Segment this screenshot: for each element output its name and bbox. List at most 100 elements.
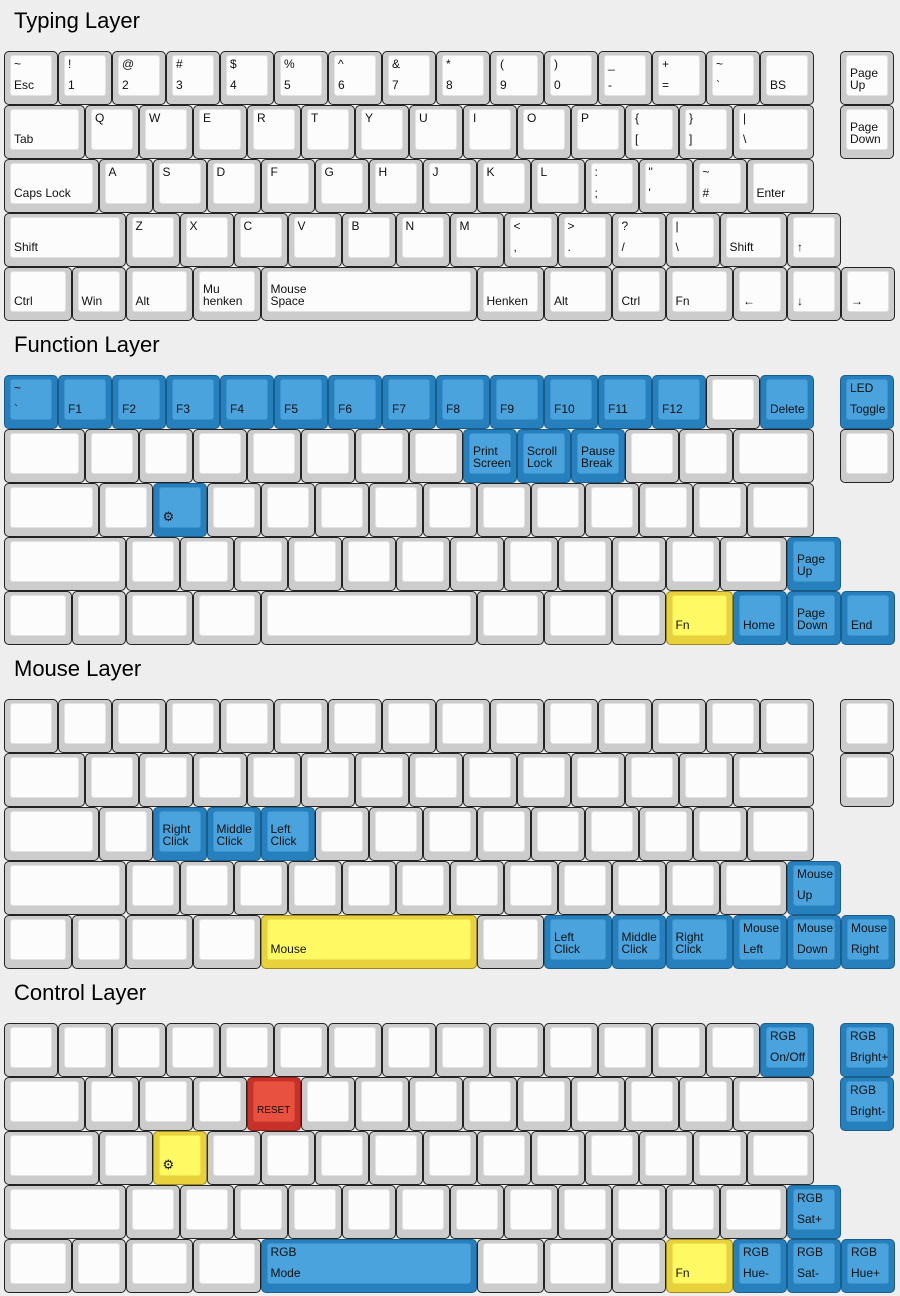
keycap: >. <box>563 217 606 258</box>
key: O <box>517 105 571 159</box>
key: | \ <box>665 213 720 267</box>
keycap: E <box>199 109 241 150</box>
key-top-legend: | <box>743 111 747 125</box>
key: F12 <box>652 375 706 429</box>
keycap: Home <box>739 595 781 636</box>
key-top-legend: V <box>297 219 306 233</box>
keycap: Ctrl <box>10 271 66 312</box>
keycap <box>442 703 484 744</box>
keycap <box>293 541 336 582</box>
keycap: <, <box>509 217 552 258</box>
key: Print Screen <box>463 429 517 483</box>
key <box>625 429 679 483</box>
key-top-legend: " <box>648 165 653 179</box>
keycap <box>10 487 93 528</box>
keycap: ↓ <box>793 271 835 312</box>
keycap <box>145 433 187 474</box>
key-bottom-legend: ] <box>689 132 693 146</box>
keycap <box>712 379 754 420</box>
keycap: Mouse Space <box>266 271 471 312</box>
gear-icon: ⚙ <box>162 509 175 524</box>
keycap: ~ ` <box>10 379 52 420</box>
keycap <box>712 1027 754 1068</box>
key <box>476 915 544 969</box>
keycap: ~ ` <box>712 55 754 96</box>
key <box>4 591 72 645</box>
key: ~ # <box>692 159 747 213</box>
keycap: Mouse Left <box>739 919 781 960</box>
keycap <box>91 757 133 798</box>
key <box>193 1239 261 1293</box>
key: K <box>476 159 531 213</box>
keycap: F12 <box>658 379 700 420</box>
key: ↓ <box>787 267 841 321</box>
key: RGB On/Off <box>760 1023 814 1077</box>
keycap <box>172 1027 214 1068</box>
key-bottom-legend: Henken <box>486 294 528 308</box>
keycap: Scroll Lock <box>523 433 565 474</box>
key <box>328 699 382 753</box>
keycap: Fn <box>671 1243 727 1284</box>
key <box>382 699 436 753</box>
key <box>476 1131 531 1185</box>
key: Win <box>71 267 126 321</box>
keycap: F7 <box>388 379 430 420</box>
keycap <box>374 1135 417 1176</box>
key <box>341 861 396 915</box>
key <box>665 1185 720 1239</box>
key <box>503 861 558 915</box>
key <box>166 699 220 753</box>
key: F <box>260 159 315 213</box>
keycap: ⚙ <box>158 487 201 528</box>
key <box>368 807 423 861</box>
key <box>746 1131 814 1185</box>
key: {[ <box>625 105 679 159</box>
key-bottom-legend: Alt <box>135 294 150 308</box>
keycap: + = <box>658 55 700 96</box>
key <box>247 753 301 807</box>
key <box>179 1185 234 1239</box>
keycap <box>280 1027 322 1068</box>
key <box>625 1077 679 1131</box>
keycap: F9 <box>496 379 538 420</box>
key-bottom-legend: BS <box>770 78 787 92</box>
keycap: F8 <box>442 379 484 420</box>
key <box>638 483 693 537</box>
key <box>287 1185 342 1239</box>
key: Right Click <box>665 915 733 969</box>
keycap: ~ # <box>698 163 741 204</box>
keycap <box>374 487 417 528</box>
key-bottom-legend: F4 <box>230 402 245 416</box>
key <box>517 753 571 807</box>
keycap: → <box>847 271 889 312</box>
key <box>206 1131 261 1185</box>
key-bottom-legend: Shift <box>729 240 754 254</box>
key: Page Down <box>840 105 894 159</box>
keycap <box>644 487 687 528</box>
key <box>449 861 504 915</box>
key <box>355 753 409 807</box>
keycap <box>739 1081 808 1122</box>
key-top-legend: T <box>311 111 319 125</box>
keycap <box>131 1189 174 1230</box>
key: LED Toggle <box>840 375 894 429</box>
keycap: Caps Lock <box>10 163 93 204</box>
key: Fn <box>665 591 733 645</box>
keycap: Pause Break <box>577 433 619 474</box>
keycap <box>577 757 619 798</box>
key <box>638 1131 693 1185</box>
keycap: Page Down <box>793 595 835 636</box>
keycap: Henken <box>482 271 538 312</box>
keycap: J <box>428 163 471 204</box>
key-bottom-legend: Mode <box>270 1266 301 1280</box>
keycap <box>307 1081 349 1122</box>
key <box>139 429 193 483</box>
key: RGB Sat+ <box>787 1185 841 1239</box>
keycap <box>10 1081 79 1122</box>
key <box>98 1131 153 1185</box>
key: " ' <box>638 159 693 213</box>
keycap <box>725 541 781 582</box>
key <box>598 1023 652 1077</box>
key: Enter <box>746 159 814 213</box>
key <box>85 1077 139 1131</box>
